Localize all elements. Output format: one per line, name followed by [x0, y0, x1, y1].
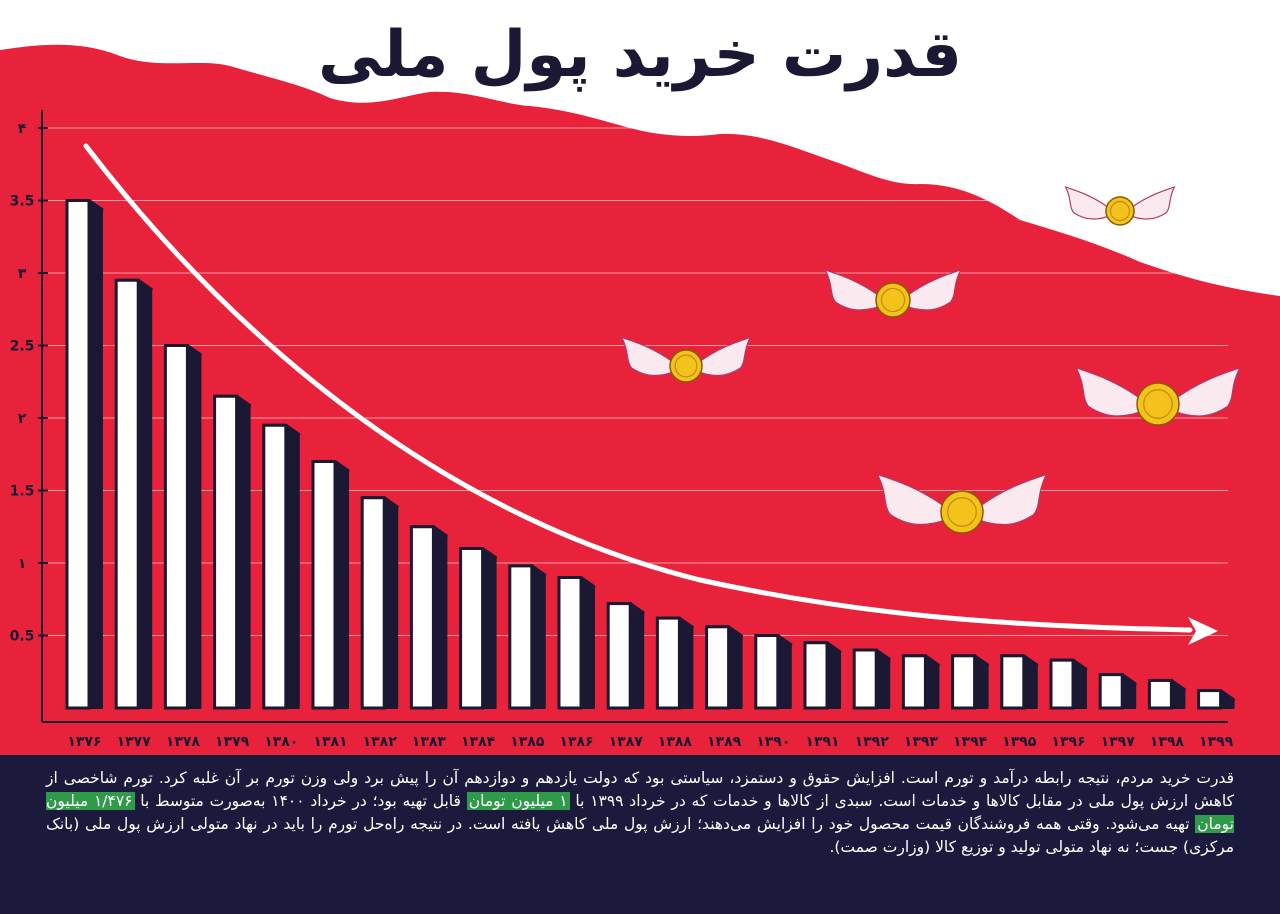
bar: [951, 654, 990, 710]
bar: [459, 547, 498, 710]
bar: [262, 423, 301, 710]
x-tick-label: ۱۳۸۷: [609, 734, 644, 750]
bar: [705, 625, 744, 710]
x-tick-label: ۱۳۹۰: [756, 734, 790, 750]
x-tick-label: ۱۳۹۴: [953, 734, 988, 750]
y-tick-label: 0.5: [10, 629, 35, 645]
x-tick-label: ۱۳۸۰: [264, 734, 298, 750]
caption-text-1: قدرت خرید مردم، نتیجه رابطه درآمد و تورم…: [46, 769, 1234, 810]
bar: [557, 576, 596, 710]
flying-coin-icon: [876, 473, 1048, 534]
x-tick-label: ۱۳۸۲: [363, 734, 398, 750]
x-tick-label: ۱۳۸۶: [559, 734, 593, 750]
flying-coin-icon: [824, 268, 962, 318]
y-tick-label: ۲: [18, 411, 27, 427]
bar-chart: ۴ 3.5 ۳ 2.5 ۲ 1.5 ۱ 0.5 ۱۳۷۶ ۱۳۷۷ ۱۳۷۸ ۱۳۷۹ ۱۳۸۰ ۱۳۸…: [0, 44, 1280, 755]
x-tick-label: ۱۳۸۱: [313, 734, 347, 750]
x-tick-label: ۱۳۷۷: [117, 734, 152, 750]
x-tick-label: ۱۳۸۹: [707, 734, 742, 750]
y-tick-label: 3.5: [10, 194, 35, 210]
bar: [606, 602, 645, 710]
bar: [114, 278, 153, 710]
bar: [1000, 654, 1039, 710]
bar: [852, 648, 891, 710]
bar: [1049, 658, 1088, 710]
x-tick-label: ۱۳۹۶: [1051, 734, 1085, 750]
x-tick-label: ۱۳۹۱: [805, 734, 839, 750]
x-tick-label: ۱۳۷۸: [166, 734, 201, 750]
x-tick-label: ۱۳۹۸: [1150, 734, 1185, 750]
trend-arrow-line: [83, 143, 1193, 633]
bar: [901, 654, 940, 710]
trend-arrow-head: [1188, 617, 1218, 645]
bar: [803, 641, 842, 710]
x-tick-label: ۱۳۹۹: [1199, 734, 1234, 750]
flying-coin-icon: [1075, 366, 1241, 426]
x-tick-label: ۱۳۸۵: [510, 734, 545, 750]
bar: [311, 460, 350, 710]
x-tick-label: ۱۳۹۵: [1002, 734, 1037, 750]
bar: [1147, 678, 1186, 710]
x-tick-label: ۱۳۸۸: [658, 734, 693, 750]
x-tick-label: ۱۳۹۷: [1101, 734, 1136, 750]
flying-coin-icon: [1064, 185, 1176, 226]
bar: [1197, 689, 1236, 710]
bar: [1098, 673, 1137, 710]
x-tick-label: ۱۳۹۲: [855, 734, 890, 750]
x-tick-label: ۱۳۷۶: [67, 734, 101, 750]
y-tick-label: 1.5: [10, 484, 35, 500]
x-tick-label: ۱۳۸۳: [412, 734, 447, 750]
caption-text-2: قابل تهیه بود؛ در خرداد ۱۴۰۰ به‌صورت متو…: [140, 792, 461, 810]
y-tick-label: ۳: [18, 266, 27, 282]
caption-text-3: تهیه می‌شود. وقتی همه فروشندگان قیمت محص…: [46, 815, 1234, 856]
x-tick-label: ۱۳۷۹: [215, 734, 250, 750]
y-tick-label: ۴: [18, 121, 27, 137]
bar: [360, 496, 399, 710]
flying-coin-icon: [620, 336, 752, 383]
bar: [163, 344, 202, 710]
bar: [655, 616, 694, 710]
bar: [754, 634, 793, 710]
y-tick-label: ۱: [18, 556, 27, 572]
caption-paragraph: قدرت خرید مردم، نتیجه رابطه درآمد و تورم…: [0, 755, 1280, 914]
page-title: قدرت خرید پول ملی: [318, 18, 963, 92]
x-tick-label: ۱۳۸۴: [461, 734, 496, 750]
bar: [65, 199, 104, 710]
bar: [409, 525, 448, 710]
highlight-one-million: ۱ میلیون تومان: [466, 792, 570, 810]
bar: [213, 394, 252, 710]
x-tick-label: ۱۳۹۳: [904, 734, 939, 750]
y-tick-label: 2.5: [10, 339, 35, 355]
bar: [508, 564, 547, 710]
